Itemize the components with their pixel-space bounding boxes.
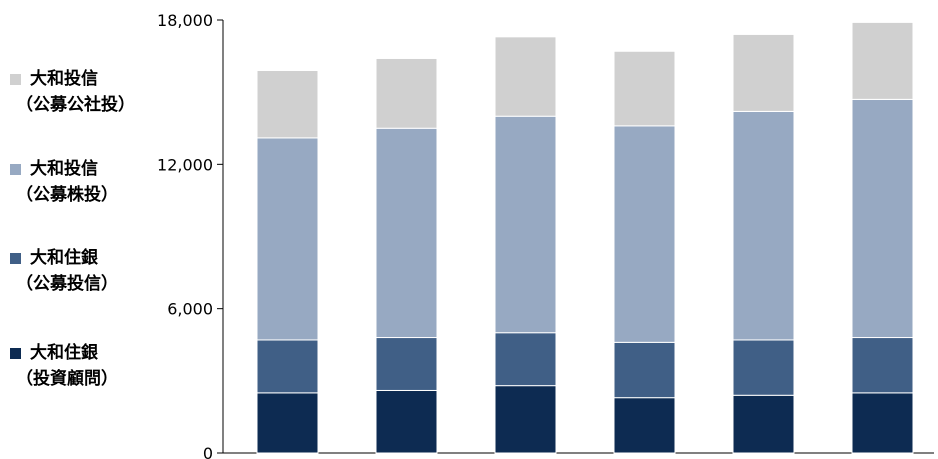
bar-segment-1-col-4 bbox=[613, 397, 676, 454]
bar-segment-2-col-6 bbox=[851, 337, 914, 394]
bar-segment-1-col-2 bbox=[375, 389, 438, 454]
bar-segment-1-col-6 bbox=[851, 392, 914, 454]
y-tick-label: 18,000 bbox=[157, 11, 213, 30]
legend-swatch bbox=[10, 253, 21, 264]
legend-label: （公募投信） bbox=[16, 274, 118, 294]
bar-segment-3-col-2 bbox=[375, 127, 438, 339]
bars bbox=[256, 21, 914, 454]
y-tick-label: 6,000 bbox=[167, 300, 213, 319]
bar-segment-4-col-1 bbox=[256, 70, 319, 139]
legend-label: 大和住銀 bbox=[30, 343, 98, 363]
y-axis: 0 6,000 12,000 18,000 bbox=[157, 11, 934, 459]
bar-segment-4-col-4 bbox=[613, 50, 676, 127]
bar-segment-4-col-2 bbox=[375, 57, 438, 129]
bar-segment-3-col-1 bbox=[256, 137, 319, 341]
bar-segment-2-col-1 bbox=[256, 339, 319, 394]
bar-segment-4-col-5 bbox=[732, 33, 795, 112]
bar-segment-2-col-4 bbox=[613, 341, 676, 399]
bar-segment-1-col-3 bbox=[494, 385, 557, 454]
bar-segment-3-col-6 bbox=[851, 98, 914, 339]
bar-segment-3-col-4 bbox=[613, 125, 676, 343]
bar-segment-1-col-5 bbox=[732, 394, 795, 454]
bar-segment-3-col-5 bbox=[732, 110, 795, 341]
bar-segment-2-col-5 bbox=[732, 339, 795, 396]
legend-label: 大和投信 bbox=[30, 159, 98, 179]
bar-segment-3-col-3 bbox=[494, 115, 557, 334]
legend-swatch bbox=[10, 74, 21, 85]
legend-label: （公募公社投） bbox=[16, 95, 135, 115]
legend-label: 大和投信 bbox=[30, 69, 98, 89]
legend-label: （公募株投） bbox=[16, 185, 118, 205]
bar-segment-2-col-2 bbox=[375, 337, 438, 391]
y-tick-label: 0 bbox=[203, 444, 213, 459]
legend-swatch bbox=[10, 164, 21, 175]
legend-label: （投資顧問） bbox=[16, 369, 118, 389]
legend-swatch bbox=[10, 348, 21, 359]
bar-segment-4-col-6 bbox=[851, 21, 914, 100]
legend-label: 大和住銀 bbox=[30, 248, 98, 268]
bar-segment-4-col-3 bbox=[494, 36, 557, 117]
bar-segment-1-col-1 bbox=[256, 392, 319, 454]
y-tick-label: 12,000 bbox=[157, 155, 213, 174]
bar-segment-2-col-3 bbox=[494, 332, 557, 387]
